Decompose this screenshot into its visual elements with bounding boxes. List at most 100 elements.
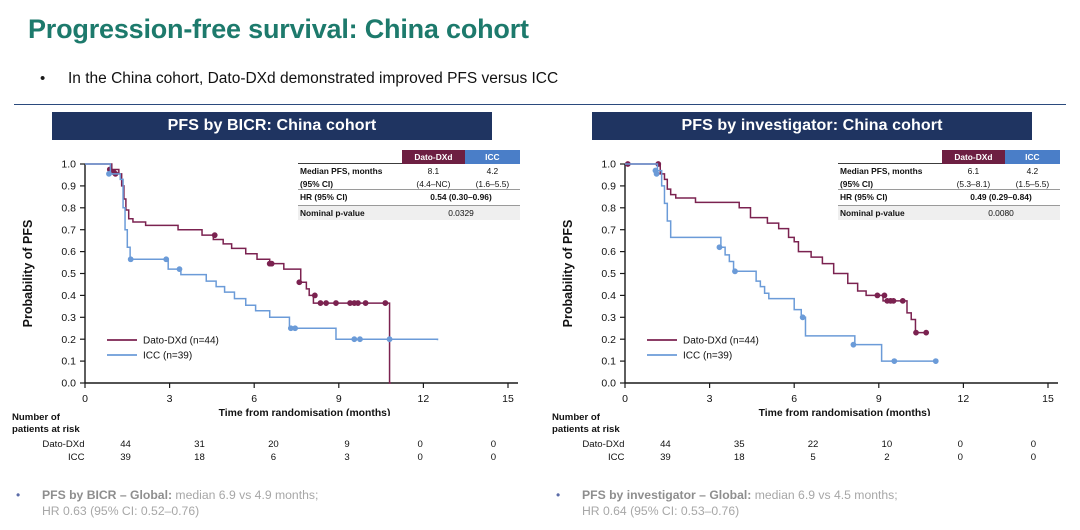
stats-blank-corner [838, 150, 942, 164]
footnote-text: PFS by BICR – Global: median 6.9 vs 4.9 … [42, 488, 319, 518]
y-tick-label: 0.7 [601, 224, 616, 236]
stats-value-icc: 4.2 [486, 165, 499, 176]
y-tick-label: 0.6 [61, 246, 76, 258]
y-tick-label: 0.3 [61, 312, 76, 324]
censor-marker [386, 336, 393, 343]
stats-value-dato-ci: (5.3–8.1) [956, 178, 991, 189]
risk-count: 31 [194, 439, 205, 450]
censor-marker [716, 244, 723, 251]
risk-title-line2: patients at risk [12, 423, 80, 435]
stats-header-row: Dato-DXd ICC [838, 150, 1060, 164]
censor-marker [891, 358, 898, 364]
stats-value-icc-ci: (1.6–5.5) [475, 178, 510, 189]
subtitle-text: In the China cohort, Dato-DXd demonstrat… [68, 70, 559, 87]
risk-count: 0 [417, 439, 423, 450]
risk-count: 18 [194, 452, 205, 463]
x-tick-label: 12 [958, 393, 970, 405]
stats-col-icc: ICC [464, 150, 520, 164]
risk-count: 20 [268, 439, 279, 450]
footnote-bullet-icon: • [16, 488, 21, 502]
km-curve-icc [85, 163, 439, 341]
stats-row-label: HR (95% CI) [298, 189, 402, 205]
risk-count: 0 [490, 439, 497, 450]
risk-count: 0 [957, 439, 963, 450]
risk-row-label: ICC [607, 452, 625, 463]
y-tick-label: 1.0 [61, 159, 76, 171]
panel-header-investigator: PFS by investigator: China cohort [592, 112, 1032, 140]
censor-marker [106, 170, 112, 177]
risk-counts-table: Dato-DXd 44 31 20 9 0 0 ICC 39 18 6 3 0 0 [10, 438, 530, 464]
censor-marker [355, 300, 361, 306]
censor-marker [890, 297, 897, 304]
stats-row-label: Median PFS, months [840, 166, 923, 176]
x-tick-label: 3 [707, 393, 713, 405]
y-tick-label: 0.9 [61, 181, 76, 193]
y-axis-title: Probability of PFS [561, 220, 575, 328]
legend-label: Dato-DXd (n=44) [683, 336, 759, 347]
x-tick-label: 0 [622, 393, 628, 405]
risk-count: 0 [490, 452, 497, 463]
stats-row: HR (95% CI) 0.49 (0.29–0.84) [838, 189, 1060, 205]
censor-marker [211, 232, 218, 239]
y-tick-label: 0.8 [601, 202, 616, 214]
censor-marker [296, 279, 303, 286]
footnote-bold-label: PFS by BICR – Global: [42, 488, 173, 502]
censor-marker [881, 292, 888, 299]
stats-row-label: Nominal p-value [298, 204, 402, 220]
x-tick-label: 15 [502, 393, 514, 405]
x-tick-label: 12 [418, 393, 430, 405]
x-tick-label: 6 [251, 393, 257, 405]
legend-label: ICC (n=39) [143, 351, 192, 362]
censor-marker [268, 260, 275, 267]
x-axis-title: Time from randomisation (months) [219, 408, 391, 416]
censor-marker [923, 329, 930, 336]
stats-value-dato-ci: (4.4–NC) [416, 178, 451, 189]
risk-count: 39 [120, 452, 131, 463]
stats-row-label-ci: (95% CI) [300, 178, 334, 189]
x-tick-label: 9 [876, 393, 882, 405]
stats-value-dato: 8.1 [427, 165, 440, 176]
censor-marker [362, 300, 369, 306]
risk-row: Dato-DXd 44 35 22 10 0 0 [550, 438, 1070, 451]
km-plot-bicr: 1.0 0.9 0.8 0.7 0.6 0.5 0.4 0.3 0.2 0.1 0.0 0 3 6 9 12 1… [21, 159, 518, 416]
risk-count: 39 [660, 452, 671, 463]
chart-panel-bicr: PFS by BICR: China cohort 1.0 0.9 0.8 0.7 0.6… [10, 112, 530, 482]
km-curve-icc [625, 163, 937, 362]
stats-blank-corner [298, 150, 402, 164]
stats-value-combined: 0.0329 [402, 204, 520, 220]
risk-count: 3 [344, 452, 350, 463]
y-tick-label: 0.9 [601, 181, 616, 193]
risk-count: 35 [733, 439, 745, 450]
stats-value-combined: 0.0080 [942, 204, 1060, 220]
censor-marker [382, 300, 389, 306]
risk-row-label: ICC [68, 452, 85, 463]
censor-marker [732, 268, 738, 275]
stats-table-investigator: Dato-DXd ICC Median PFS, months 6.1 4.2 (95% … [838, 150, 1060, 220]
footnote-investigator: • PFS by investigator – Global: median 6.… [550, 488, 1070, 519]
risk-title-line1: Number of [12, 412, 60, 423]
stats-col-icc: ICC [1004, 150, 1060, 164]
y-tick-label: 1.0 [601, 159, 616, 171]
stats-row: Nominal p-value 0.0080 [838, 204, 1060, 220]
y-tick-label: 0.4 [601, 290, 616, 302]
stats-value-combined: 0.54 (0.30–0.96) [402, 189, 520, 205]
y-tick-label: 0.1 [61, 356, 76, 368]
x-axis-title: Time from randomisation (months) [759, 408, 931, 416]
censor-marker [311, 292, 318, 299]
risk-counts-table: Dato-DXd 44 35 22 10 0 0 ICC 39 18 5 2 0 0 [550, 438, 1070, 464]
risk-count: 10 [881, 439, 893, 450]
y-tick-label: 0.2 [601, 334, 616, 346]
y-tick-label: 0.6 [601, 246, 616, 258]
censor-marker [850, 341, 857, 348]
risk-count: 18 [733, 452, 745, 463]
risk-row: ICC 39 18 5 2 0 0 [550, 451, 1070, 464]
stats-row: Nominal p-value 0.0329 [298, 204, 520, 220]
y-tick-label: 0.1 [601, 356, 616, 368]
risk-row: ICC 39 18 6 3 0 0 [10, 451, 530, 464]
page-title: Progression-free survival: China cohort [28, 14, 529, 44]
risk-count: 5 [810, 452, 816, 463]
risk-count: 0 [417, 452, 423, 463]
y-tick-label: 0.4 [61, 290, 76, 302]
stats-value-combined: 0.49 (0.29–0.84) [942, 189, 1060, 205]
